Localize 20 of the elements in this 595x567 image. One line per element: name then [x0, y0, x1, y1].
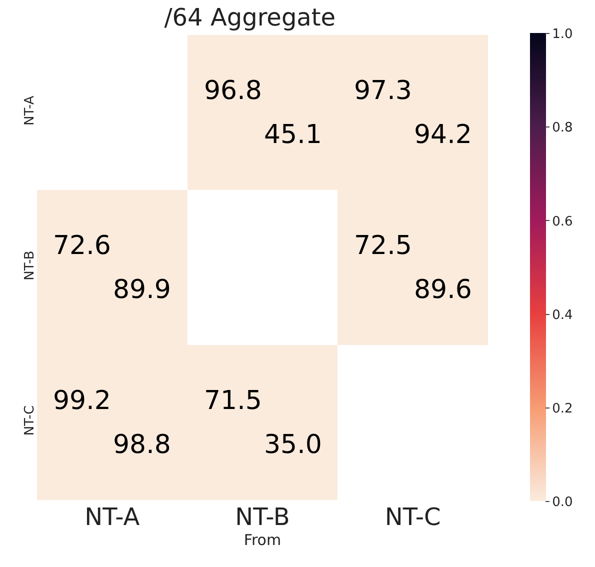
color-bar-label: 0.6: [552, 214, 573, 230]
x-tick-label: NT-A: [84, 503, 140, 531]
data-label: 72.6 89.9: [53, 231, 171, 305]
data-label: 97.3 94.2: [354, 76, 472, 150]
x-axis-title: From: [244, 531, 282, 549]
color-bar-label: 0.0: [552, 495, 573, 510]
data-label: 99.2 98.8: [53, 386, 171, 460]
x-tick-label: NT-C: [384, 503, 441, 531]
x-tick-label: NT-B: [235, 503, 290, 531]
data-label: 71.5 35.0: [204, 386, 322, 460]
color-bar-label: 0.4: [552, 308, 573, 323]
y-tick-label: NT-C: [22, 405, 38, 436]
data-label: 96.8 45.1: [204, 76, 322, 150]
y-tick-label: NT-B: [22, 250, 38, 280]
y-tick-label: NT-A: [22, 96, 38, 126]
color-bar-label: 0.8: [552, 120, 573, 136]
color-bar-label: 0.2: [552, 401, 573, 416]
data-label: 72.5 89.6: [354, 231, 472, 305]
color-bar-label: 1.0: [552, 27, 573, 42]
chart-title: /64 Aggregate: [164, 3, 336, 32]
